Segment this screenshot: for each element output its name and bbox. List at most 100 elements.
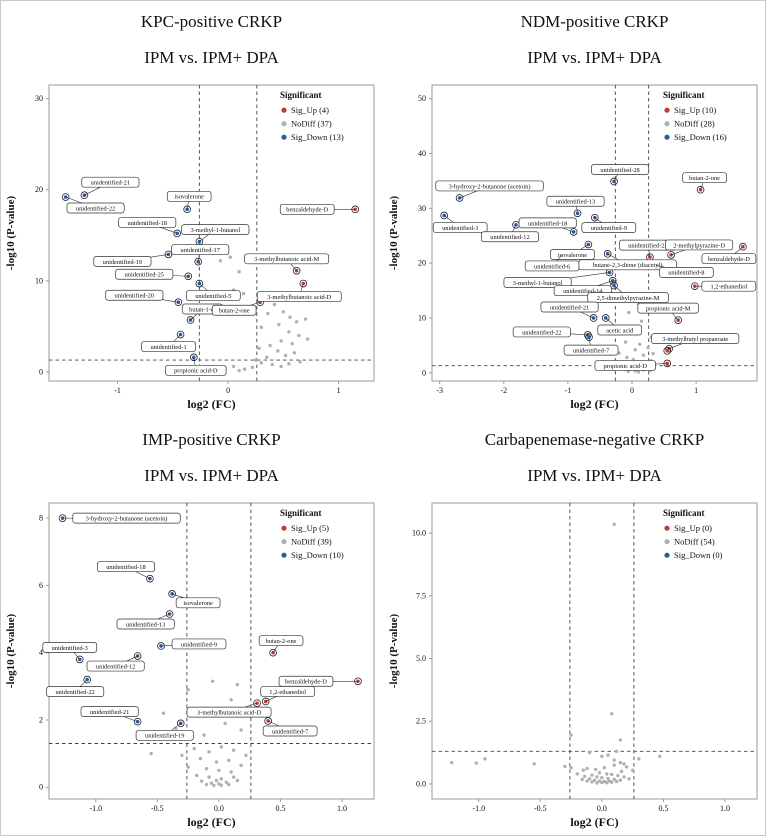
compound-name: 3-hydroxy-2-butanone (acetoin) <box>86 516 168 523</box>
compound-label: 3-hydroxy-2-butanone (acetoin) <box>62 512 181 524</box>
data-point-ring <box>176 719 185 728</box>
compound-name: unidentified-3 <box>52 645 88 652</box>
compound-label: unidentified-22 <box>512 326 588 338</box>
plot-area <box>48 502 375 800</box>
legend-title: Significant <box>280 90 322 100</box>
x-axis-title: log2 (FC) <box>187 815 235 829</box>
label-box <box>665 239 734 251</box>
data-point-nodiff <box>237 270 241 274</box>
data-point-nodiff <box>268 343 272 348</box>
data-point-nodiff <box>287 361 291 366</box>
label-box <box>141 341 196 352</box>
compound-label: unidentified-13 <box>116 613 175 630</box>
compound-name: butan-2-one <box>266 638 297 645</box>
compound-name: unidentified-20 <box>115 293 154 300</box>
compound-name: butan-2-one <box>219 308 250 315</box>
label-box <box>118 217 177 228</box>
compound-name: unidentified-13 <box>126 621 165 628</box>
data-point-nodiff <box>641 353 646 357</box>
compound-name: unidentified-22 <box>55 689 94 696</box>
compound-name: 3-hydroxy-2-butanone (acetoin) <box>449 183 531 190</box>
panel-title: Carbapenemase-negative CRKP <box>485 430 705 449</box>
data-point-nodiff <box>622 775 626 779</box>
y-tick-label: 30 <box>418 204 426 213</box>
data-point-down <box>605 252 610 256</box>
label-box <box>256 291 342 302</box>
compound-label: unidentified-21 <box>540 301 599 319</box>
compound-name: 1,2-ethanediol <box>269 689 306 696</box>
label-box <box>540 301 599 313</box>
data-point-nodiff <box>292 351 297 355</box>
data-point-ring <box>440 211 448 220</box>
data-point-nodiff <box>237 368 241 373</box>
label-box <box>701 280 757 292</box>
compound-label: butan-2-one <box>682 172 727 190</box>
data-point-nodiff <box>616 773 620 778</box>
legend-swatch-nodiff <box>281 121 287 127</box>
data-point-nodiff <box>229 698 233 702</box>
legend-swatch-down <box>281 552 287 558</box>
y-tick-label: 5.0 <box>416 654 426 663</box>
data-point-ring <box>292 266 301 275</box>
data-point-nodiff <box>231 775 236 779</box>
label-box <box>518 217 577 229</box>
x-tick-label: -1.0 <box>472 804 485 813</box>
y-axis-title: -log10 (P-value) <box>5 196 17 271</box>
compound-name: propionic acid-D <box>174 368 218 375</box>
label-box <box>594 360 656 371</box>
data-point-nodiff <box>219 745 224 749</box>
data-point-nodiff <box>228 255 232 259</box>
compound-label: unidentified-5 <box>186 283 241 301</box>
legend-entry: Sig_Down (13) <box>291 132 344 142</box>
compound-name: unidentified-14 <box>563 288 603 295</box>
compound-label: isovalerone <box>550 244 595 260</box>
x-tick-label: -1 <box>114 386 121 395</box>
data-point-ring <box>608 276 617 285</box>
compound-name: unidentified-7 <box>272 728 309 735</box>
label-box <box>701 253 757 265</box>
label-box <box>258 635 304 647</box>
data-point-up <box>353 207 358 212</box>
label-box <box>262 725 318 737</box>
label-box <box>105 289 164 301</box>
data-point-nodiff <box>279 364 283 369</box>
compound-label: butan-2-one <box>211 301 261 316</box>
data-point-ring <box>190 353 198 362</box>
compound-name: unidentified-13 <box>556 199 595 206</box>
data-point-nodiff <box>207 750 211 754</box>
compound-name: unidentified-25 <box>125 272 164 279</box>
x-tick-label: 1.0 <box>720 804 730 813</box>
panel-title: NDM-positive CRKP <box>521 12 669 31</box>
compound-name: unidentified-28 <box>600 167 639 174</box>
data-point-ring <box>696 185 705 194</box>
data-point-down <box>586 242 591 247</box>
data-point-ring <box>133 717 142 726</box>
data-point-down <box>176 300 181 305</box>
data-point-nodiff <box>199 779 204 783</box>
data-point-nodiff <box>186 687 190 692</box>
data-point-ring <box>573 209 582 218</box>
data-point-down <box>135 719 140 724</box>
plot-area <box>431 502 758 800</box>
label-box <box>42 642 98 653</box>
y-tick-label: 0 <box>422 368 426 377</box>
data-point-nodiff <box>597 779 602 783</box>
data-point-ring <box>585 333 593 341</box>
data-point-nodiff <box>592 778 597 782</box>
data-point-nodiff <box>241 291 246 296</box>
data-point-nodiff <box>272 302 277 307</box>
compound-name: benzaldehyde-D <box>286 207 328 214</box>
data-point-nodiff <box>235 682 240 687</box>
x-axis-title: log2 (FC) <box>187 397 235 411</box>
legend-entry: NoDiff (28) <box>674 119 715 129</box>
compound-name: 3-methyl-1-butanol <box>513 280 563 287</box>
compound-name: unidentified-17 <box>181 247 221 254</box>
data-point-nodiff <box>637 342 642 346</box>
data-point-nodiff <box>637 757 641 761</box>
data-point-nodiff <box>161 711 166 715</box>
label-box <box>86 660 145 672</box>
compound-label: unidentified-3 <box>432 215 488 233</box>
label-box <box>80 706 139 717</box>
compound-name: unidentified-5 <box>195 293 231 300</box>
data-point-nodiff <box>239 728 243 732</box>
